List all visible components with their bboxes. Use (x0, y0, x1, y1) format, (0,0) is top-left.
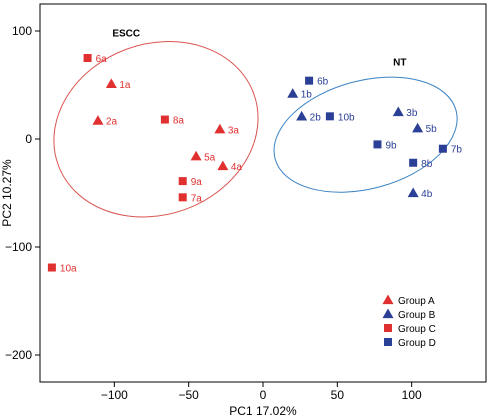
point-label-5b: 5b (426, 124, 438, 135)
point-8b (409, 158, 418, 167)
y-tick-label: 100 (12, 24, 32, 38)
point-9b (373, 140, 382, 149)
point-10a (47, 263, 56, 272)
point-label-7b: 7b (451, 145, 463, 156)
point-label-10a: 10a (60, 264, 77, 275)
point-label-3a: 3a (228, 125, 240, 136)
point-7b (438, 144, 447, 153)
data-points: 1a 2a 3a 4a 5a 6a 7a 8a 9a 10a 1b 2b 3b 4b 5b 6b 7b 8b 9b 1… (47, 54, 463, 275)
legend-label-4: Group D (398, 338, 436, 349)
point-label-9a: 9a (191, 177, 203, 188)
point-label-6a: 6a (96, 54, 108, 65)
ellipse-label-escc: ESCC (112, 28, 140, 39)
point-4b (407, 187, 419, 198)
y-tick-label: 0 (25, 132, 32, 146)
point-label-4b: 4b (421, 189, 433, 200)
point-6b (305, 76, 314, 85)
point-2a (92, 115, 104, 125)
point-5b (412, 122, 424, 133)
point-label-6b: 6b (317, 77, 329, 88)
point-3b (392, 106, 404, 117)
x-axis-title: PC1 17.02% (229, 404, 297, 418)
point-5a (190, 150, 202, 161)
y-tick-label: −100 (5, 240, 32, 254)
point-label-4a: 4a (231, 162, 243, 173)
point-1b (287, 88, 299, 98)
point-10b (325, 112, 334, 121)
legend: Group A Group B Group C Group D (382, 294, 436, 349)
point-label-9b: 9b (385, 140, 397, 151)
ellipse-escc (53, 41, 259, 218)
legend-marker-3 (384, 324, 392, 332)
x-tick-label: 50 (331, 388, 345, 402)
group-ellipses: ESCC NT (53, 28, 458, 218)
point-6a (83, 54, 92, 62)
point-7a (178, 193, 187, 202)
point-2b (296, 110, 308, 121)
y-axis-title: PC2 10.27% (0, 159, 14, 227)
point-label-1a: 1a (119, 80, 131, 91)
legend-label-2: Group B (398, 310, 436, 321)
point-8a (160, 115, 169, 124)
ellipse-label-nt: NT (393, 58, 406, 69)
legend-marker-1 (382, 294, 394, 305)
legend-label-1: Group A (398, 296, 435, 307)
point-9a (178, 177, 187, 186)
point-label-1b: 1b (301, 90, 313, 101)
point-4a (217, 160, 229, 171)
point-label-8a: 8a (173, 116, 185, 127)
x-tick-label: −100 (101, 388, 128, 402)
point-1a (105, 78, 117, 89)
y-tick-label: −200 (5, 348, 32, 362)
point-label-2a: 2a (106, 117, 118, 128)
point-label-3b: 3b (406, 108, 418, 119)
point-3a (214, 123, 226, 134)
legend-marker-2 (382, 308, 394, 319)
x-tick-label: −50 (178, 388, 199, 402)
point-label-7a: 7a (191, 193, 203, 204)
point-label-8b: 8b (421, 159, 433, 170)
point-label-2b: 2b (310, 112, 322, 123)
ellipse-nt (273, 76, 458, 193)
point-label-5a: 5a (204, 152, 216, 163)
point-label-10b: 10b (338, 112, 355, 123)
x-tick-label: 0 (260, 388, 267, 402)
axes: −100 −50 0 50 100 100 0 −100 −200 (5, 3, 487, 402)
x-tick-label: 100 (402, 388, 422, 402)
legend-marker-4 (384, 338, 392, 346)
legend-label-3: Group C (398, 324, 436, 335)
